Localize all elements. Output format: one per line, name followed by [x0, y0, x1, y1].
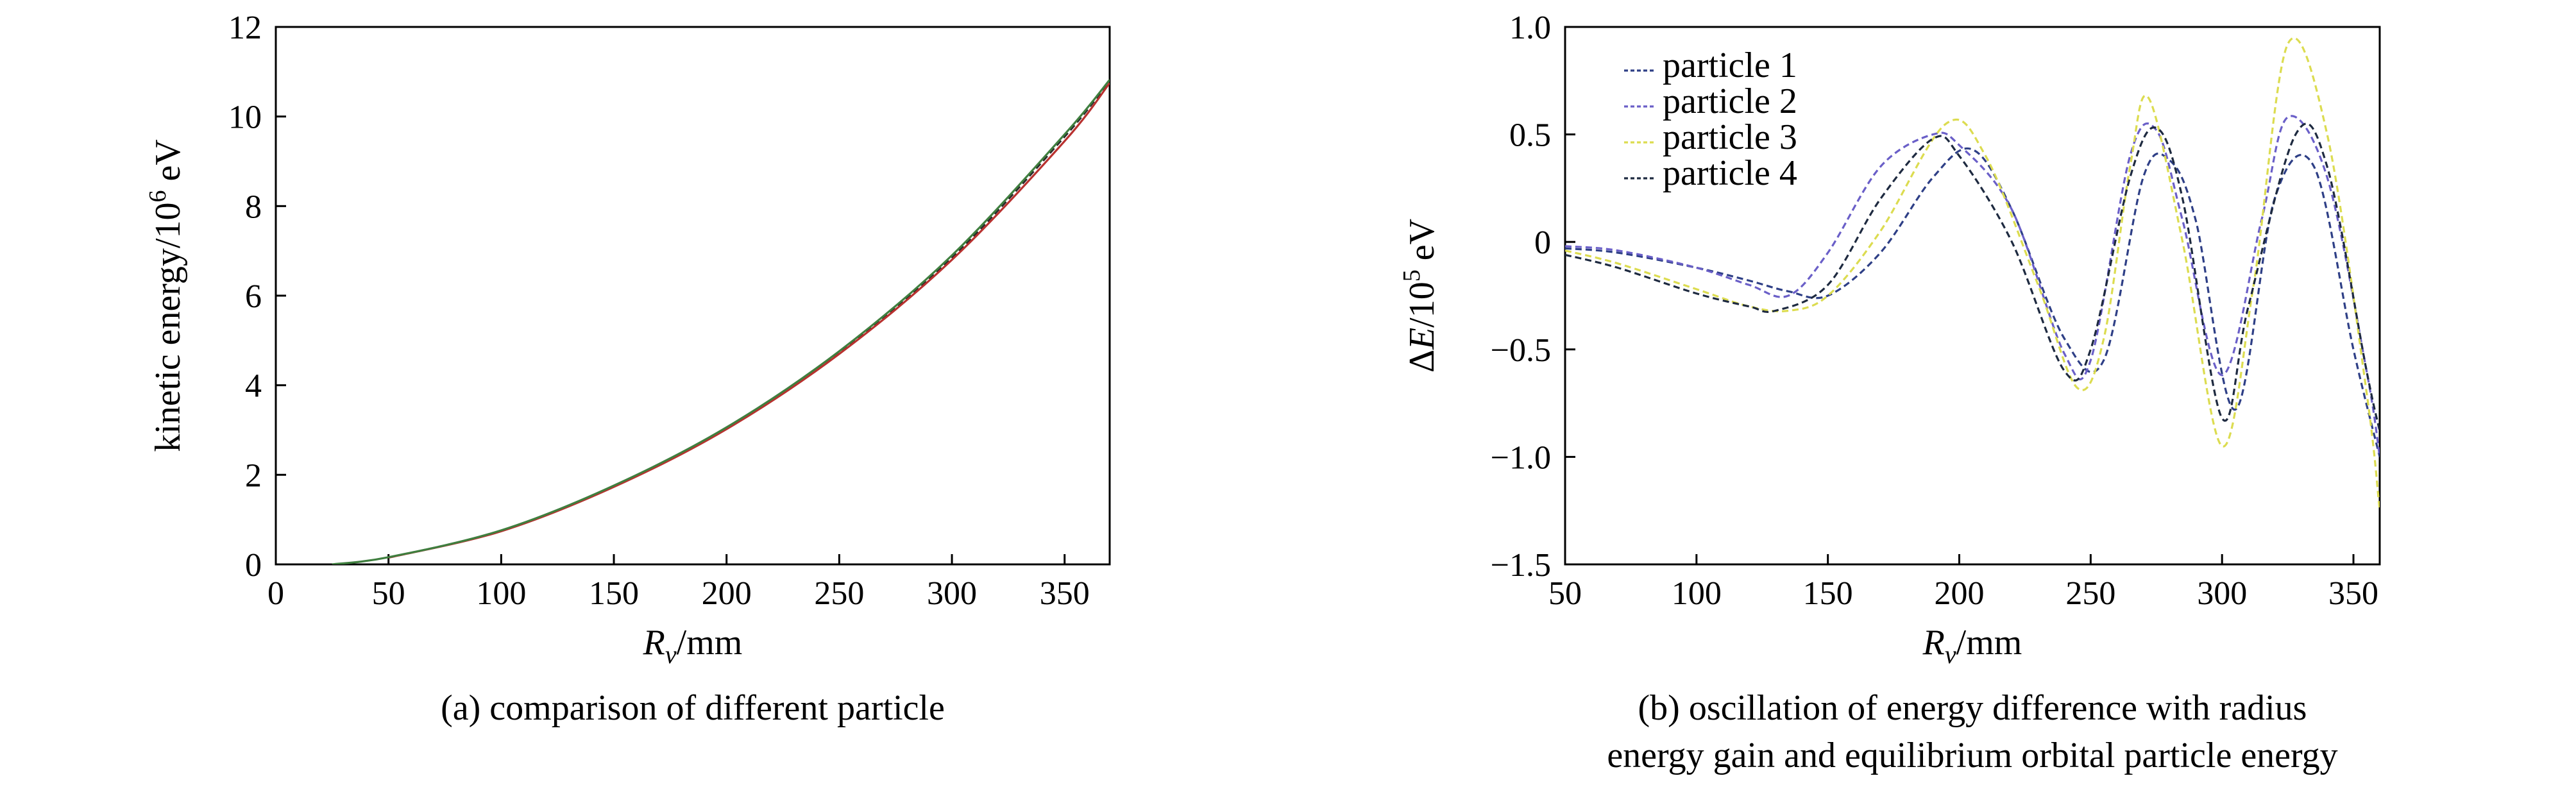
x-tick-label: 350 [1040, 575, 1090, 612]
series-line-2 [1565, 115, 2380, 457]
x-tick-label: 50 [1548, 575, 1582, 612]
x-tick-label: 100 [476, 575, 526, 612]
series-line-4 [1565, 122, 2380, 432]
y-tick-label: 1.0 [1509, 10, 1551, 46]
series-line-3 [1565, 37, 2380, 511]
series-line-3 [332, 79, 1110, 564]
y-tick-label: 0 [245, 547, 262, 584]
x-tick-label: 150 [1803, 575, 1853, 612]
legend-label: particle 1 [1663, 46, 1797, 85]
series-line-1 [388, 80, 1110, 559]
x-tick-label: 300 [2197, 575, 2247, 612]
y-tick-label: −0.5 [1491, 332, 1551, 369]
y-tick-label: 4 [245, 368, 262, 405]
plot-frame [275, 26, 1111, 566]
y-axis-title: ΔE/105 eV [1398, 219, 1442, 373]
y-tick-label: 12 [228, 10, 262, 46]
x-axis-title: Rv/mm [1922, 623, 2022, 669]
x-axis-title: Rv/mm [643, 623, 743, 669]
y-tick-label: 0 [1534, 224, 1551, 261]
x-tick-label: 100 [1672, 575, 1722, 612]
x-tick-label: 250 [814, 575, 864, 612]
x-tick-label: 250 [2065, 575, 2115, 612]
legend-label: particle 4 [1663, 153, 1797, 193]
chart-b: 50 100 150 200 250 300 350 −1.5 −1.0 −0.5 0 0.5 1.0 R… [1398, 10, 2381, 775]
legend-label: particle 2 [1663, 81, 1797, 121]
series-group [332, 79, 1110, 564]
legend-label: particle 3 [1663, 117, 1797, 157]
chart-a: 0 50 100 150 200 250 300 350 0 2 4 6 8 10 12 Rv/mm kinet… [144, 10, 1111, 728]
y-tick-label: 10 [228, 99, 262, 136]
plot-frame [1564, 26, 2381, 566]
y-tick-label: 2 [245, 457, 262, 494]
y-tick-label: −1.5 [1491, 547, 1551, 584]
y-tick-label: 8 [245, 189, 262, 225]
series-line-1 [1565, 147, 2380, 457]
series-line-2 [388, 82, 1110, 559]
y-axis-title: kinetic energy/106 eV [144, 139, 188, 452]
caption-line: (a) comparison of different particle [441, 688, 945, 728]
x-tick-label: 200 [1935, 575, 1985, 612]
caption-line: energy gain and equilibrium orbital part… [1607, 736, 2337, 775]
y-tick-label: −1.0 [1491, 439, 1551, 476]
y-tick-label: 6 [245, 278, 262, 315]
x-tick-label: 150 [589, 575, 639, 612]
y-tick-label: 0.5 [1509, 117, 1551, 154]
caption-line: (b) oscillation of energy difference wit… [1638, 688, 2307, 728]
x-tick-label: 50 [372, 575, 405, 612]
series-group [1565, 37, 2380, 511]
x-tick-label: 300 [927, 575, 977, 612]
x-tick-label: 0 [267, 575, 284, 612]
x-tick-label: 350 [2328, 575, 2378, 612]
x-tick-label: 200 [702, 575, 752, 612]
